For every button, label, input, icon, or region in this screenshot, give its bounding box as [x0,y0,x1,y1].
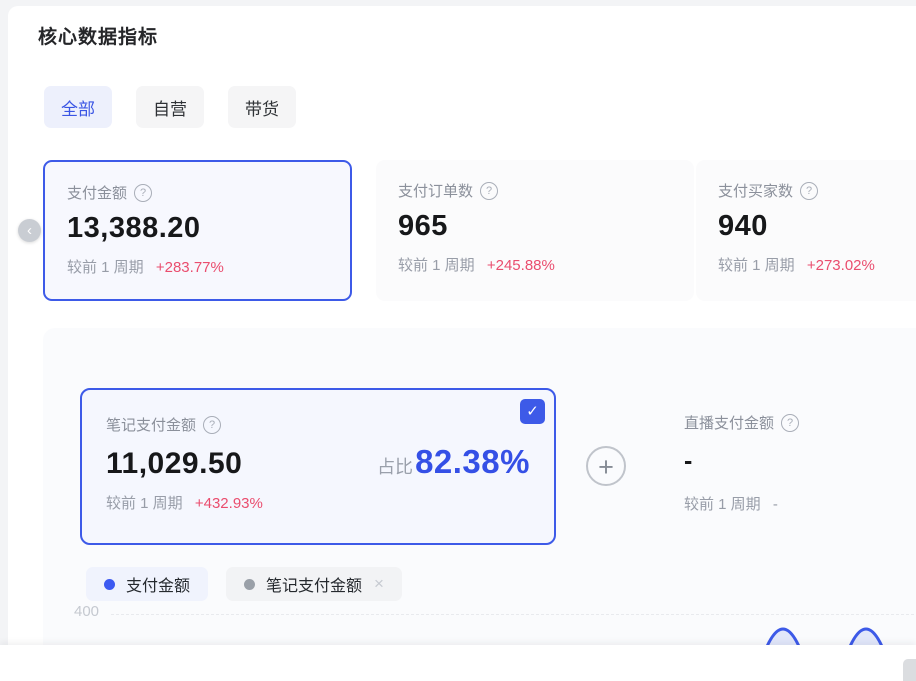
change-value: +432.93% [194,495,263,512]
metric-label-row: 支付订单数 ? [398,180,672,201]
legend-pill-payment-amount[interactable]: 支付金额 [86,567,209,601]
metric-label-row: 支付买家数 ? [718,180,916,201]
tab-affiliate[interactable]: 带货 [228,86,296,128]
metric-card-payment-amount[interactable]: 支付金额 ? 13,388.20 较前 1 周期 +283.77% [43,160,352,301]
note-payment-checkbox[interactable]: ✓ [520,399,545,424]
tab-self-operated[interactable]: 自营 [136,86,204,128]
compare-label: 较前 1 周期 [398,257,475,274]
metric-label-row: 支付金额 ? [67,182,328,203]
close-icon[interactable]: × [374,574,384,593]
help-icon[interactable]: ? [781,413,800,432]
metric-value: - [684,447,693,475]
ratio-value: 82.38% [415,443,530,480]
metric-label: 支付金额 [67,185,128,202]
compare-label: 较前 1 周期 [718,257,795,274]
change-value: +273.02% [806,257,875,274]
core-metrics-section: 核心数据指标 全部 自营 带货 支付金额 ? 13,388.20 较前 1 周期… [8,6,916,651]
metric-label: 笔记支付金额 [106,417,197,434]
change-value: +245.88% [486,257,555,274]
metric-value: 965 [398,210,448,242]
metric-compare: 较前 1 周期 +245.88% [398,254,672,275]
live-payment-card[interactable]: 直播支付金额 ? - 较前 1 周期 - [668,388,916,545]
plus-icon: + [598,452,614,482]
breakdown-panel: ✓ 笔记支付金额 ? 11,029.50 占比 82.38% 较前 1 周期 +… [43,328,916,651]
help-icon[interactable]: ? [800,181,819,200]
floating-corner-button[interactable] [903,659,916,681]
tab-all[interactable]: 全部 [44,86,112,128]
metric-value: 13,388.20 [67,212,201,244]
change-value: +283.77% [155,259,224,276]
chevron-left-icon: ‹ [27,222,32,239]
note-value-row: 11,029.50 占比 82.38% [106,443,530,481]
carousel-prev-button[interactable]: ‹ [18,219,41,242]
metric-label: 支付订单数 [398,183,474,200]
chart-legend: 支付金额 笔记支付金额 × [86,567,402,601]
ratio-label: 占比 [377,457,414,477]
legend-label: 笔记支付金额 [266,578,363,595]
note-payment-card[interactable]: ✓ 笔记支付金额 ? 11,029.50 占比 82.38% 较前 1 周期 +… [80,388,556,545]
help-icon[interactable]: ? [134,183,153,202]
help-icon[interactable]: ? [203,415,222,434]
metric-label: 支付买家数 [718,183,794,200]
metric-compare: 较前 1 周期 +432.93% [106,492,530,513]
bottom-bar [0,645,916,681]
metric-label-row: 直播支付金额 ? [684,412,902,433]
metric-compare: 较前 1 周期 +273.02% [718,254,916,275]
compare-label: 较前 1 周期 [106,495,183,512]
metric-value: 11,029.50 [106,447,243,480]
change-value: - [772,496,778,513]
metric-label-row: 笔记支付金额 ? [106,414,530,435]
check-icon: ✓ [526,403,539,420]
help-icon[interactable]: ? [480,181,499,200]
compare-label: 较前 1 周期 [684,496,761,513]
legend-dot-icon [244,578,256,590]
metric-label: 直播支付金额 [684,415,775,432]
metric-card-paid-buyers[interactable]: 支付买家数 ? 940 较前 1 周期 +273.02% [696,160,916,301]
add-metric-button[interactable]: + [586,446,626,486]
scope-tabs: 全部 自营 带货 [44,86,296,128]
metric-compare: 较前 1 周期 +283.77% [67,256,328,277]
legend-pill-note-payment[interactable]: 笔记支付金额 × [226,567,402,601]
metric-card-paid-orders[interactable]: 支付订单数 ? 965 较前 1 周期 +245.88% [376,160,694,301]
metric-value: 940 [718,210,768,242]
y-axis-tick: 400 [74,603,100,620]
page-title: 核心数据指标 [38,27,159,48]
metric-compare: 较前 1 周期 - [684,493,902,514]
legend-label: 支付金额 [126,578,191,595]
gridline [111,614,916,615]
legend-dot-icon [104,578,115,590]
compare-label: 较前 1 周期 [67,259,144,276]
